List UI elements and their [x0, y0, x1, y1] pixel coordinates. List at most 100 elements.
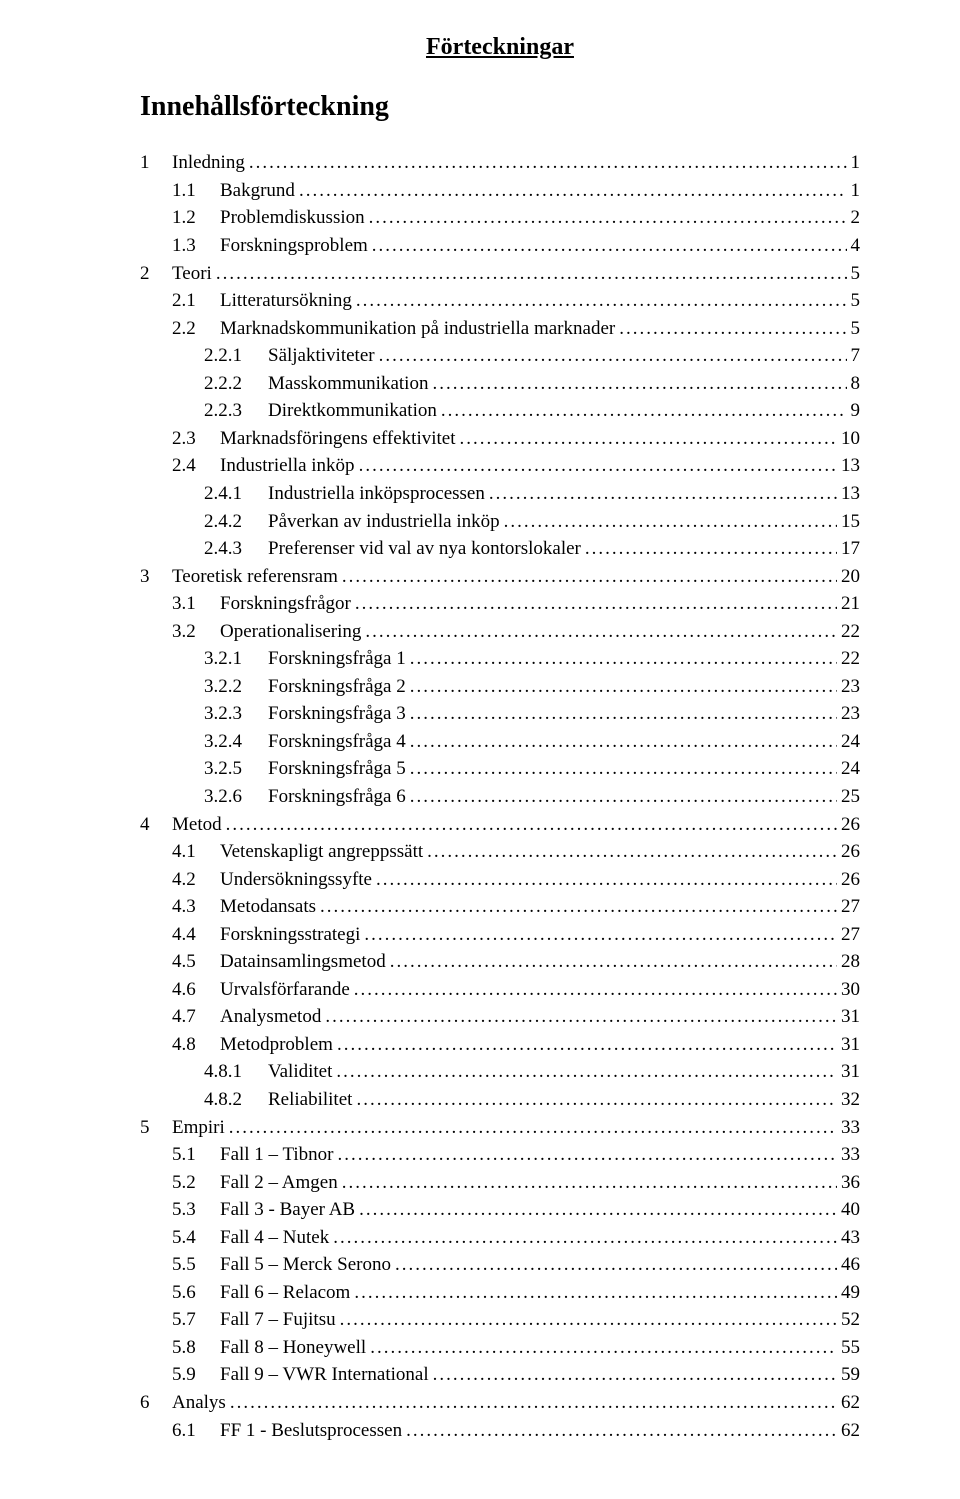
toc-entry[interactable]: 2.2.3Direktkommunikation9	[140, 397, 860, 425]
toc-entry[interactable]: 5.3Fall 3 - Bayer AB40	[140, 1196, 860, 1224]
toc-entry-number: 5	[140, 1114, 172, 1142]
toc-leader-dots	[360, 921, 837, 949]
toc-entry[interactable]: 6Analys62	[140, 1389, 860, 1417]
toc-leader-dots	[485, 480, 837, 508]
toc-entry-label: Fall 6 – Relacom	[220, 1279, 350, 1307]
toc-entry-label: Teori	[172, 260, 212, 288]
toc-entry[interactable]: 1.3Forskningsproblem4	[140, 232, 860, 260]
toc-entry[interactable]: 4.2Undersökningssyfte26	[140, 866, 860, 894]
toc-entry[interactable]: 4.4Forskningsstrategi27	[140, 921, 860, 949]
toc-entry-page: 2	[847, 204, 861, 232]
toc-entry-label: Preferenser vid val av nya kontorslokale…	[268, 535, 581, 563]
toc-entry-label: Reliabilitet	[268, 1086, 352, 1114]
toc-entry[interactable]: 5.2Fall 2 – Amgen36	[140, 1169, 860, 1197]
toc-entry[interactable]: 5.9Fall 9 – VWR International59	[140, 1361, 860, 1389]
toc-entry-page: 9	[847, 397, 861, 425]
toc-entry[interactable]: 2Teori5	[140, 260, 860, 288]
toc-entry[interactable]: 4.5Datainsamlingsmetod28	[140, 948, 860, 976]
toc-entry-label: Teoretisk referensram	[172, 563, 338, 591]
toc-entry-label: Forskningsfråga 1	[268, 645, 406, 673]
toc-leader-dots	[366, 1334, 837, 1362]
toc-entry[interactable]: 5.1Fall 1 – Tibnor33	[140, 1141, 860, 1169]
toc-leader-dots	[428, 370, 846, 398]
toc-entry[interactable]: 3.2.5Forskningsfråga 524	[140, 755, 860, 783]
toc-leader-dots	[332, 1058, 837, 1086]
toc-leader-dots	[406, 728, 837, 756]
toc-entry[interactable]: 4.7Analysmetod31	[140, 1003, 860, 1031]
toc-entry[interactable]: 2.4.1Industriella inköpsprocessen13	[140, 480, 860, 508]
toc-entry[interactable]: 3.2Operationalisering22	[140, 618, 860, 646]
toc-entry[interactable]: 5.5Fall 5 – Merck Serono46	[140, 1251, 860, 1279]
toc-entry[interactable]: 3.2.6Forskningsfråga 625	[140, 783, 860, 811]
toc-entry-label: Marknadsföringens effektivitet	[220, 425, 456, 453]
toc-leader-dots	[429, 1361, 837, 1389]
toc-entry-label: Litteratursökning	[220, 287, 352, 315]
toc-entry[interactable]: 5.7Fall 7 – Fujitsu52	[140, 1306, 860, 1334]
toc-entry-label: Bakgrund	[220, 177, 295, 205]
toc-entry-label: Metodproblem	[220, 1031, 333, 1059]
toc-entry[interactable]: 4.1Vetenskapligt angreppssätt26	[140, 838, 860, 866]
toc-entry[interactable]: 4.8.1Validitet31	[140, 1058, 860, 1086]
toc-entry-number: 4.1	[172, 838, 220, 866]
toc-entry-page: 49	[837, 1279, 860, 1307]
toc-entry-number: 3.2.5	[204, 755, 268, 783]
toc-entry-label: Fall 2 – Amgen	[220, 1169, 338, 1197]
toc-leader-dots	[581, 535, 837, 563]
toc-entry-label: Fall 7 – Fujitsu	[220, 1306, 336, 1334]
toc-entry[interactable]: 5.8Fall 8 – Honeywell55	[140, 1334, 860, 1362]
toc-entry-page: 13	[837, 480, 860, 508]
toc-entry[interactable]: 5Empiri33	[140, 1114, 860, 1142]
toc-entry[interactable]: 4.8.2Reliabilitet32	[140, 1086, 860, 1114]
toc-entry-number: 1.2	[172, 204, 220, 232]
toc-leader-dots	[321, 1003, 837, 1031]
toc-entry-number: 4.6	[172, 976, 220, 1004]
toc-entry[interactable]: 3Teoretisk referensram20	[140, 563, 860, 591]
toc-entry[interactable]: 4Metod26	[140, 811, 860, 839]
toc-leader-dots	[437, 397, 847, 425]
toc-entry[interactable]: 4.3Metodansats27	[140, 893, 860, 921]
toc-entry[interactable]: 4.8Metodproblem31	[140, 1031, 860, 1059]
toc-entry[interactable]: 6.1FF 1 - Beslutsprocessen62	[140, 1417, 860, 1445]
toc-entry[interactable]: 2.3Marknadsföringens effektivitet10	[140, 425, 860, 453]
toc-entry[interactable]: 3.2.1Forskningsfråga 122	[140, 645, 860, 673]
toc-entry[interactable]: 1.1Bakgrund1	[140, 177, 860, 205]
toc-entry-label: Forskningsfråga 4	[268, 728, 406, 756]
toc-entry[interactable]: 2.2.1Säljaktiviteter7	[140, 342, 860, 370]
toc-leader-dots	[406, 645, 837, 673]
toc-entry[interactable]: 2.4.2Påverkan av industriella inköp15	[140, 508, 860, 536]
toc-entry-label: Direktkommunikation	[268, 397, 437, 425]
toc-entry-label: Påverkan av industriella inköp	[268, 508, 500, 536]
toc-leader-dots	[406, 700, 837, 728]
toc-entry[interactable]: 5.4Fall 4 – Nutek43	[140, 1224, 860, 1252]
toc-leader-dots	[372, 866, 837, 894]
toc-entry[interactable]: 3.2.2Forskningsfråga 223	[140, 673, 860, 701]
toc-entry-page: 32	[837, 1086, 860, 1114]
toc-entry-page: 43	[837, 1224, 860, 1252]
toc-entry[interactable]: 2.4.3Preferenser vid val av nya kontorsl…	[140, 535, 860, 563]
toc-entry-label: Operationalisering	[220, 618, 361, 646]
toc-entry[interactable]: 4.6Urvalsförfarande30	[140, 976, 860, 1004]
toc-entry-number: 4.4	[172, 921, 220, 949]
toc-entry-label: Fall 4 – Nutek	[220, 1224, 329, 1252]
toc-entry[interactable]: 2.2Marknadskommunikation på industriella…	[140, 315, 860, 343]
toc-entry-page: 27	[837, 921, 860, 949]
toc-leader-dots	[212, 260, 847, 288]
toc-entry-page: 8	[847, 370, 861, 398]
toc-entry-label: Analysmetod	[220, 1003, 321, 1031]
toc-entry[interactable]: 3.2.4Forskningsfråga 424	[140, 728, 860, 756]
toc-entry[interactable]: 2.4Industriella inköp13	[140, 452, 860, 480]
toc-entry[interactable]: 3.1Forskningsfrågor21	[140, 590, 860, 618]
toc-entry[interactable]: 5.6Fall 6 – Relacom49	[140, 1279, 860, 1307]
toc-entry-page: 13	[837, 452, 860, 480]
toc-entry-label: Validitet	[268, 1058, 332, 1086]
toc-entry[interactable]: 1.2Problemdiskussion2	[140, 204, 860, 232]
toc-entry[interactable]: 1Inledning1	[140, 149, 860, 177]
toc-entry-page: 30	[837, 976, 860, 1004]
toc-container: 1Inledning11.1Bakgrund11.2Problemdiskuss…	[140, 149, 860, 1444]
toc-entry[interactable]: 2.2.2Masskommunikation8	[140, 370, 860, 398]
toc-entry[interactable]: 2.1Litteratursökning5	[140, 287, 860, 315]
toc-entry-number: 3.2.4	[204, 728, 268, 756]
toc-entry-number: 1.3	[172, 232, 220, 260]
toc-entry[interactable]: 3.2.3Forskningsfråga 323	[140, 700, 860, 728]
toc-leader-dots	[329, 1224, 837, 1252]
